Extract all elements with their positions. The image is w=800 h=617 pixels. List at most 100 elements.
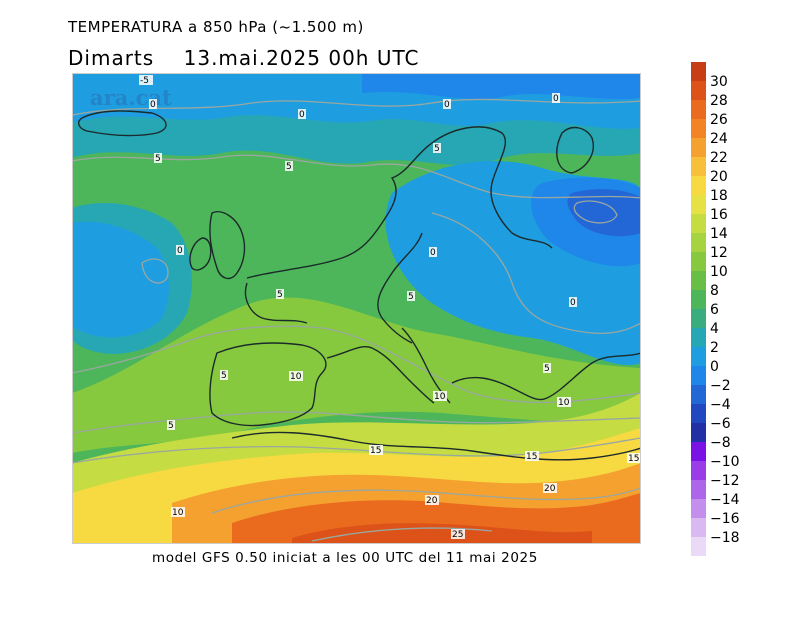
contour-label: 5 [168, 421, 174, 431]
legend-label: −16 [710, 511, 740, 527]
contour-label-bg [557, 397, 571, 407]
contour-label: 10 [172, 508, 184, 518]
contour-label-bg [149, 99, 157, 109]
contour-label: 10 [434, 392, 446, 402]
legend-swatch [691, 309, 706, 328]
legend-swatch [691, 252, 706, 271]
legend-swatch [691, 157, 706, 176]
isotherm-lines [72, 98, 641, 542]
legend-swatch [691, 290, 706, 309]
legend-label: 28 [710, 93, 728, 109]
legend-swatch [691, 442, 706, 461]
date-time: 13.mai.2025 00h UTC [183, 46, 420, 70]
field-atlantic-blue [72, 221, 169, 338]
coastlines [78, 110, 641, 461]
legend-swatches [691, 62, 706, 556]
contour-label-bg [543, 363, 551, 373]
legend-swatch [691, 119, 706, 138]
contour-label-bg [627, 453, 641, 463]
legend-label: −8 [710, 435, 731, 451]
contour-label-bg [285, 161, 293, 171]
legend-swatch-bottom [691, 537, 706, 556]
legend-swatch [691, 271, 706, 290]
watermark-logo: ara.cat [90, 85, 172, 110]
legend-label: 10 [710, 264, 728, 280]
legend-label: 24 [710, 131, 728, 147]
legend-label: 4 [710, 321, 719, 337]
contour-label-bg [298, 109, 306, 119]
contour-label: 5 [277, 290, 283, 300]
legend-swatch [691, 100, 706, 119]
contour-label-bg [525, 451, 539, 461]
contour-label-bg [543, 483, 557, 493]
legend-label: 2 [710, 340, 719, 356]
legend-swatch [691, 81, 706, 100]
legend-swatch [691, 461, 706, 480]
legend-swatch [691, 62, 706, 81]
legend-swatch [691, 138, 706, 157]
legend-label: 18 [710, 188, 728, 204]
legend-label: 14 [710, 226, 728, 242]
legend-swatch [691, 423, 706, 442]
contour-label-bg [167, 420, 175, 430]
legend-label: −6 [710, 416, 731, 432]
contour-label-bg [171, 507, 185, 517]
contour-label: 0 [444, 100, 450, 110]
contour-label-bg [433, 143, 441, 153]
legend-label: −18 [710, 530, 740, 546]
contour-label: 5 [408, 292, 414, 302]
legend-swatch [691, 176, 706, 195]
temperature-map: ara.cat -5 0 0 0 0 5 5 5 0 0 0 5 5 5 10 10 5 10 5 15 15 20 15 2… [72, 73, 641, 544]
contour-label: 0 [553, 94, 559, 104]
contour-label-bg [451, 529, 465, 539]
legend-swatch [691, 518, 706, 537]
contour-label-bg [289, 371, 303, 381]
legend-label: −14 [710, 492, 740, 508]
color-legend: 302826242220181614121086420−2−4−6−8−10−1… [691, 62, 740, 556]
contour-label: 0 [299, 110, 305, 120]
contour-label: 5 [286, 162, 292, 172]
legend-label: 30 [710, 74, 728, 90]
contour-label: 0 [150, 100, 156, 110]
contour-label: 20 [544, 484, 556, 494]
contour-label: 25 [452, 530, 463, 540]
legend-label: 0 [710, 359, 719, 375]
legend-swatch [691, 480, 706, 499]
legend-swatch [691, 385, 706, 404]
map-title: TEMPERATURA a 850 hPa (~1.500 m) [68, 18, 364, 36]
legend-label: −4 [710, 397, 731, 413]
contour-label: 10 [290, 372, 302, 382]
contour-label-bg [154, 153, 162, 163]
legend-label: 6 [710, 302, 719, 318]
model-info: model GFS 0.50 iniciat a les 00 UTC del … [152, 550, 538, 566]
legend-swatch [691, 499, 706, 518]
contour-label: 0 [177, 246, 183, 256]
contour-label: -5 [140, 76, 149, 86]
contour-label: 5 [155, 154, 161, 164]
contour-label-bg [407, 291, 415, 301]
legend-label: 22 [710, 150, 728, 166]
contour-label: 5 [544, 364, 550, 374]
contour-label-bg [433, 391, 447, 401]
contour-label: 5 [221, 371, 227, 381]
contour-label: 15 [370, 446, 381, 456]
legend-swatch [691, 366, 706, 385]
contour-labels: -5 0 0 0 0 5 5 5 0 0 0 5 5 5 10 10 5 10 5 15 15 20 15 20 25 10 [139, 75, 641, 540]
contour-label: 20 [426, 496, 438, 506]
field-south-red [292, 523, 592, 544]
legend-swatch [691, 233, 706, 252]
contour-label: 10 [558, 398, 570, 408]
contour-label: 0 [570, 298, 576, 308]
contour-label-bg [276, 289, 284, 299]
day-name: Dimarts [68, 46, 155, 70]
contour-label: 15 [628, 454, 639, 464]
contour-label-bg [369, 445, 383, 455]
legend-label: 12 [710, 245, 728, 261]
contour-label-bg [569, 297, 577, 307]
legend-label: 26 [710, 112, 728, 128]
contour-label-bg [220, 370, 228, 380]
legend-swatch [691, 195, 706, 214]
contour-label-bg [425, 495, 439, 505]
contour-label: 0 [430, 248, 436, 258]
contour-label: 5 [434, 144, 440, 154]
